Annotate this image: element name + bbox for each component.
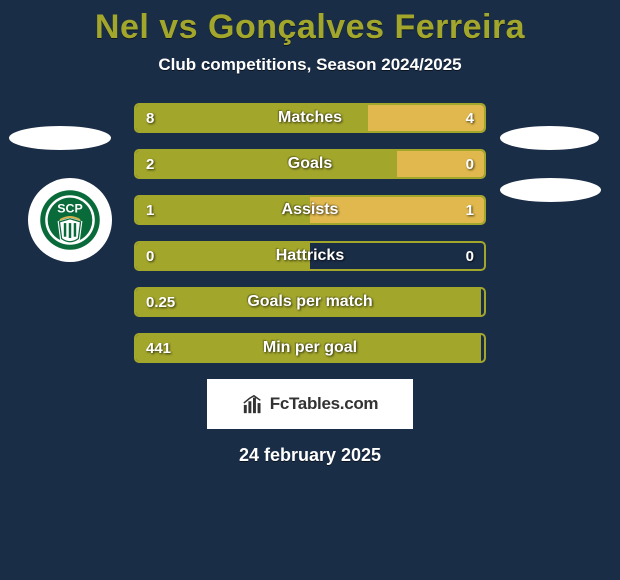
stat-bar-left bbox=[136, 243, 310, 269]
stat-bar-left bbox=[136, 151, 397, 177]
stat-bar-left bbox=[136, 335, 481, 361]
sporting-cp-icon: SCP bbox=[39, 189, 101, 251]
page-title: Nel vs Gonçalves Ferreira bbox=[0, 8, 620, 47]
decor-ellipse-right-2 bbox=[500, 178, 601, 202]
stat-row: 441Min per goal bbox=[134, 333, 486, 363]
stat-row: 0.25Goals per match bbox=[134, 287, 486, 317]
left-club-badge: SCP bbox=[28, 178, 112, 262]
brand-badge[interactable]: FcTables.com bbox=[207, 379, 413, 429]
decor-ellipse-left bbox=[9, 126, 111, 150]
stat-bar-right bbox=[397, 151, 484, 177]
stats-bars: 84Matches 20Goals 11Assists 00Hattricks 0.25… bbox=[134, 103, 486, 363]
date-label: 24 february 2025 bbox=[0, 445, 620, 466]
stat-bar-left bbox=[136, 105, 368, 131]
subtitle: Club competitions, Season 2024/2025 bbox=[0, 55, 620, 75]
stat-value-right: 0 bbox=[466, 243, 474, 269]
fctables-icon bbox=[242, 393, 264, 415]
stat-row: 20Goals bbox=[134, 149, 486, 179]
svg-text:SCP: SCP bbox=[57, 202, 82, 216]
stat-bar-right bbox=[310, 197, 484, 223]
stat-row: 84Matches bbox=[134, 103, 486, 133]
stat-bar-left bbox=[136, 289, 481, 315]
brand-text: FcTables.com bbox=[270, 394, 379, 414]
stat-row: 00Hattricks bbox=[134, 241, 486, 271]
stat-bar-right bbox=[368, 105, 484, 131]
decor-ellipse-right-1 bbox=[500, 126, 599, 150]
stat-row: 11Assists bbox=[134, 195, 486, 225]
stat-bar-left bbox=[136, 197, 310, 223]
comparison-card: Nel vs Gonçalves Ferreira Club competiti… bbox=[0, 0, 620, 580]
